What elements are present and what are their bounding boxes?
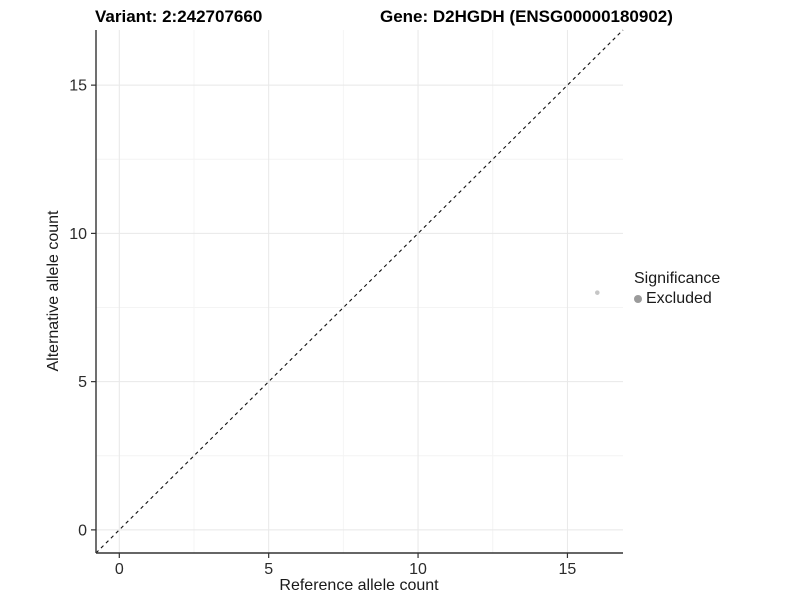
legend: Significance Excluded [634,270,720,308]
x-tick-label: 10 [409,561,427,578]
axis-lines [95,30,623,554]
identity-dashed-line [95,29,624,554]
y-tick-label: 10 [69,226,87,243]
x-tick-label: 5 [264,561,273,578]
data-point [595,290,600,295]
major-gridlines [96,30,623,553]
y-tick-label: 5 [78,374,87,391]
legend-item-excluded: Excluded [634,290,720,308]
data-points [595,290,600,295]
x-tick-label: 0 [115,561,124,578]
x-axis-title: Reference allele count [0,577,800,595]
minor-gridlines [96,30,623,553]
x-tick-label: 15 [559,561,577,578]
identity-dashed-line [95,29,624,554]
variant-title: Variant: 2:242707660 [95,7,263,26]
legend-point-icon [634,295,642,303]
y-tick-label: 0 [78,522,87,539]
y-tick-label: 15 [69,78,87,95]
axis-tick-labels: 0 5 10 15 0 5 10 15 [69,78,576,578]
x-axis-title-text: Reference allele count [279,577,439,594]
axis-tick-marks [91,84,569,558]
gene-title: Gene: D2HGDH (ENSG00000180902) [380,7,673,26]
y-axis-title: Alternative allele count [45,210,62,372]
legend-item-label: Excluded [646,290,712,307]
legend-title: Significance [634,270,721,287]
